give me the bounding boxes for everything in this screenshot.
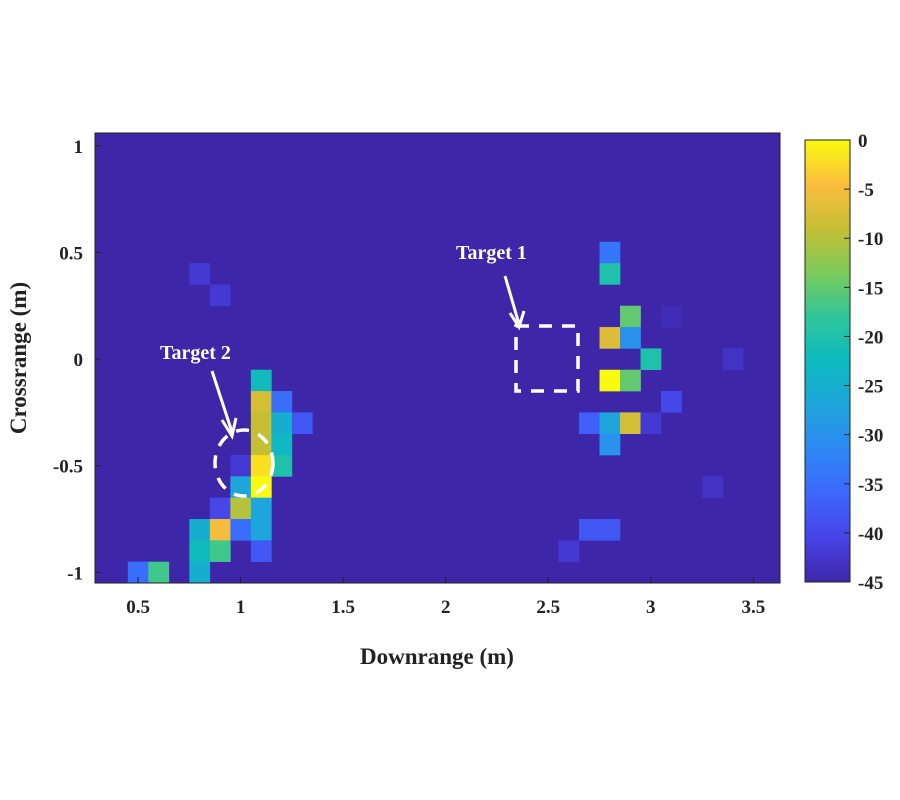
heatmap-cell — [189, 519, 211, 541]
heatmap-cell — [250, 412, 272, 435]
heatmap-cell — [189, 540, 211, 562]
colorbar-tick-label: -25 — [858, 377, 883, 398]
annotation-target-2-arrowhead — [220, 417, 238, 440]
heatmap-cell — [127, 561, 149, 584]
annotation-target-1-box — [514, 324, 580, 393]
x-tick-label: 1 — [236, 597, 246, 618]
axes-frame — [94, 132, 781, 584]
heatmap-cell — [702, 476, 723, 498]
axis-ticks — [95, 145, 754, 583]
heatmap-cell — [599, 241, 621, 264]
plot-area — [94, 132, 781, 584]
heatmap-cell — [291, 412, 313, 435]
x-tick-label: 1.5 — [331, 597, 355, 618]
heatmap-cell — [599, 433, 621, 456]
heatmap-cell — [271, 455, 293, 477]
heatmap-cell — [640, 412, 662, 435]
y-tick-label: -0.5 — [53, 457, 83, 478]
heatmap-cell — [558, 540, 580, 562]
heatmap-cell — [599, 327, 621, 349]
colorbar-tick-label: -35 — [858, 475, 883, 496]
heatmap-cell — [271, 433, 293, 456]
x-tick-label: 3.5 — [741, 597, 765, 618]
heatmap-cell — [661, 305, 682, 328]
heatmap-cell — [230, 497, 252, 520]
heatmap-cell — [209, 540, 231, 562]
heatmap-cells — [127, 241, 744, 584]
annotation-target-2-ellipse — [213, 428, 275, 498]
y-tick-label: 1 — [74, 137, 84, 158]
heatmap-cell — [599, 519, 621, 541]
heatmap-cell — [148, 561, 170, 584]
colorbar-tick-label: -30 — [858, 426, 883, 447]
x-tick-label: 2.5 — [536, 597, 560, 618]
annotation-target-2-arrow — [210, 370, 234, 433]
heatmap-cell — [209, 519, 231, 541]
heatmap-cell — [271, 391, 293, 413]
heatmap-cell — [579, 519, 600, 541]
colorbar-tick-label: -10 — [858, 229, 883, 250]
x-tick-label: 3 — [646, 597, 656, 618]
colorbar-tick-label: -45 — [858, 573, 883, 594]
heatmap-cell — [599, 369, 621, 392]
heatmap-cell — [640, 348, 662, 371]
y-tick-label: 0.5 — [59, 243, 83, 264]
colorbar-tick-label: -20 — [858, 327, 883, 348]
heatmap-cell — [189, 561, 211, 584]
heatmap-cell — [661, 391, 682, 413]
heatmap-cell — [250, 391, 272, 413]
heatmap-cell — [599, 263, 621, 285]
heatmap-cell — [579, 412, 600, 435]
heatmap-cell — [620, 412, 641, 435]
heatmap-cell — [250, 519, 272, 541]
colorbar-ticks: 0 -5 -10 -15 -20 -25 -30 -35 -40 -45 — [844, 131, 883, 594]
x-tick-label: 0.5 — [126, 597, 150, 618]
heatmap-cell — [250, 540, 272, 562]
heatmap-cell — [189, 263, 211, 285]
heatmap-cell — [250, 497, 272, 520]
heatmap-cell — [620, 369, 641, 392]
heatmap-cell — [250, 455, 272, 477]
x-tick-label: 2 — [441, 597, 451, 618]
heatmap-cell — [250, 369, 272, 392]
heatmap-cell — [250, 433, 272, 456]
heatmap-cell — [209, 284, 231, 307]
heatmap-cell — [230, 476, 252, 498]
colorbar-tick-label: -15 — [858, 278, 883, 299]
heatmap-cell — [620, 305, 641, 328]
colorbar-tick-label: -40 — [858, 524, 883, 545]
y-tick-label: -1 — [67, 563, 83, 584]
heatmap-cell — [209, 497, 231, 520]
colorbar-tick-label: -5 — [858, 180, 874, 201]
y-tick-labels: 1 0.5 0 -0.5 -1 — [53, 137, 83, 585]
y-tick-label: 0 — [74, 350, 84, 371]
y-axis-label: Crossrange (m) — [6, 282, 31, 434]
colorbar: 0 -5 -10 -15 -20 -25 -30 -35 -40 -45 — [804, 131, 883, 594]
colorbar-tick-label: 0 — [858, 131, 868, 152]
heatmap-cell — [271, 412, 293, 435]
annotation-target-1-arrow — [503, 275, 521, 325]
x-axis-label: Downrange (m) — [360, 644, 514, 669]
heatmap-cell — [620, 327, 641, 349]
colorbar-gradient — [804, 139, 851, 583]
annotation-target-1-label: Target 1 — [456, 242, 527, 264]
heatmap-background — [95, 133, 780, 583]
heatmap-cell — [230, 455, 252, 477]
heatmap-cell — [230, 519, 252, 541]
heatmap-cell — [599, 412, 621, 435]
annotation-target-2-label: Target 2 — [160, 342, 231, 364]
annotations: Target 1 Target 2 — [160, 242, 580, 498]
heatmap-cell — [722, 348, 744, 371]
x-tick-labels: 0.5 1 1.5 2 2.5 3 3.5 — [126, 597, 765, 618]
